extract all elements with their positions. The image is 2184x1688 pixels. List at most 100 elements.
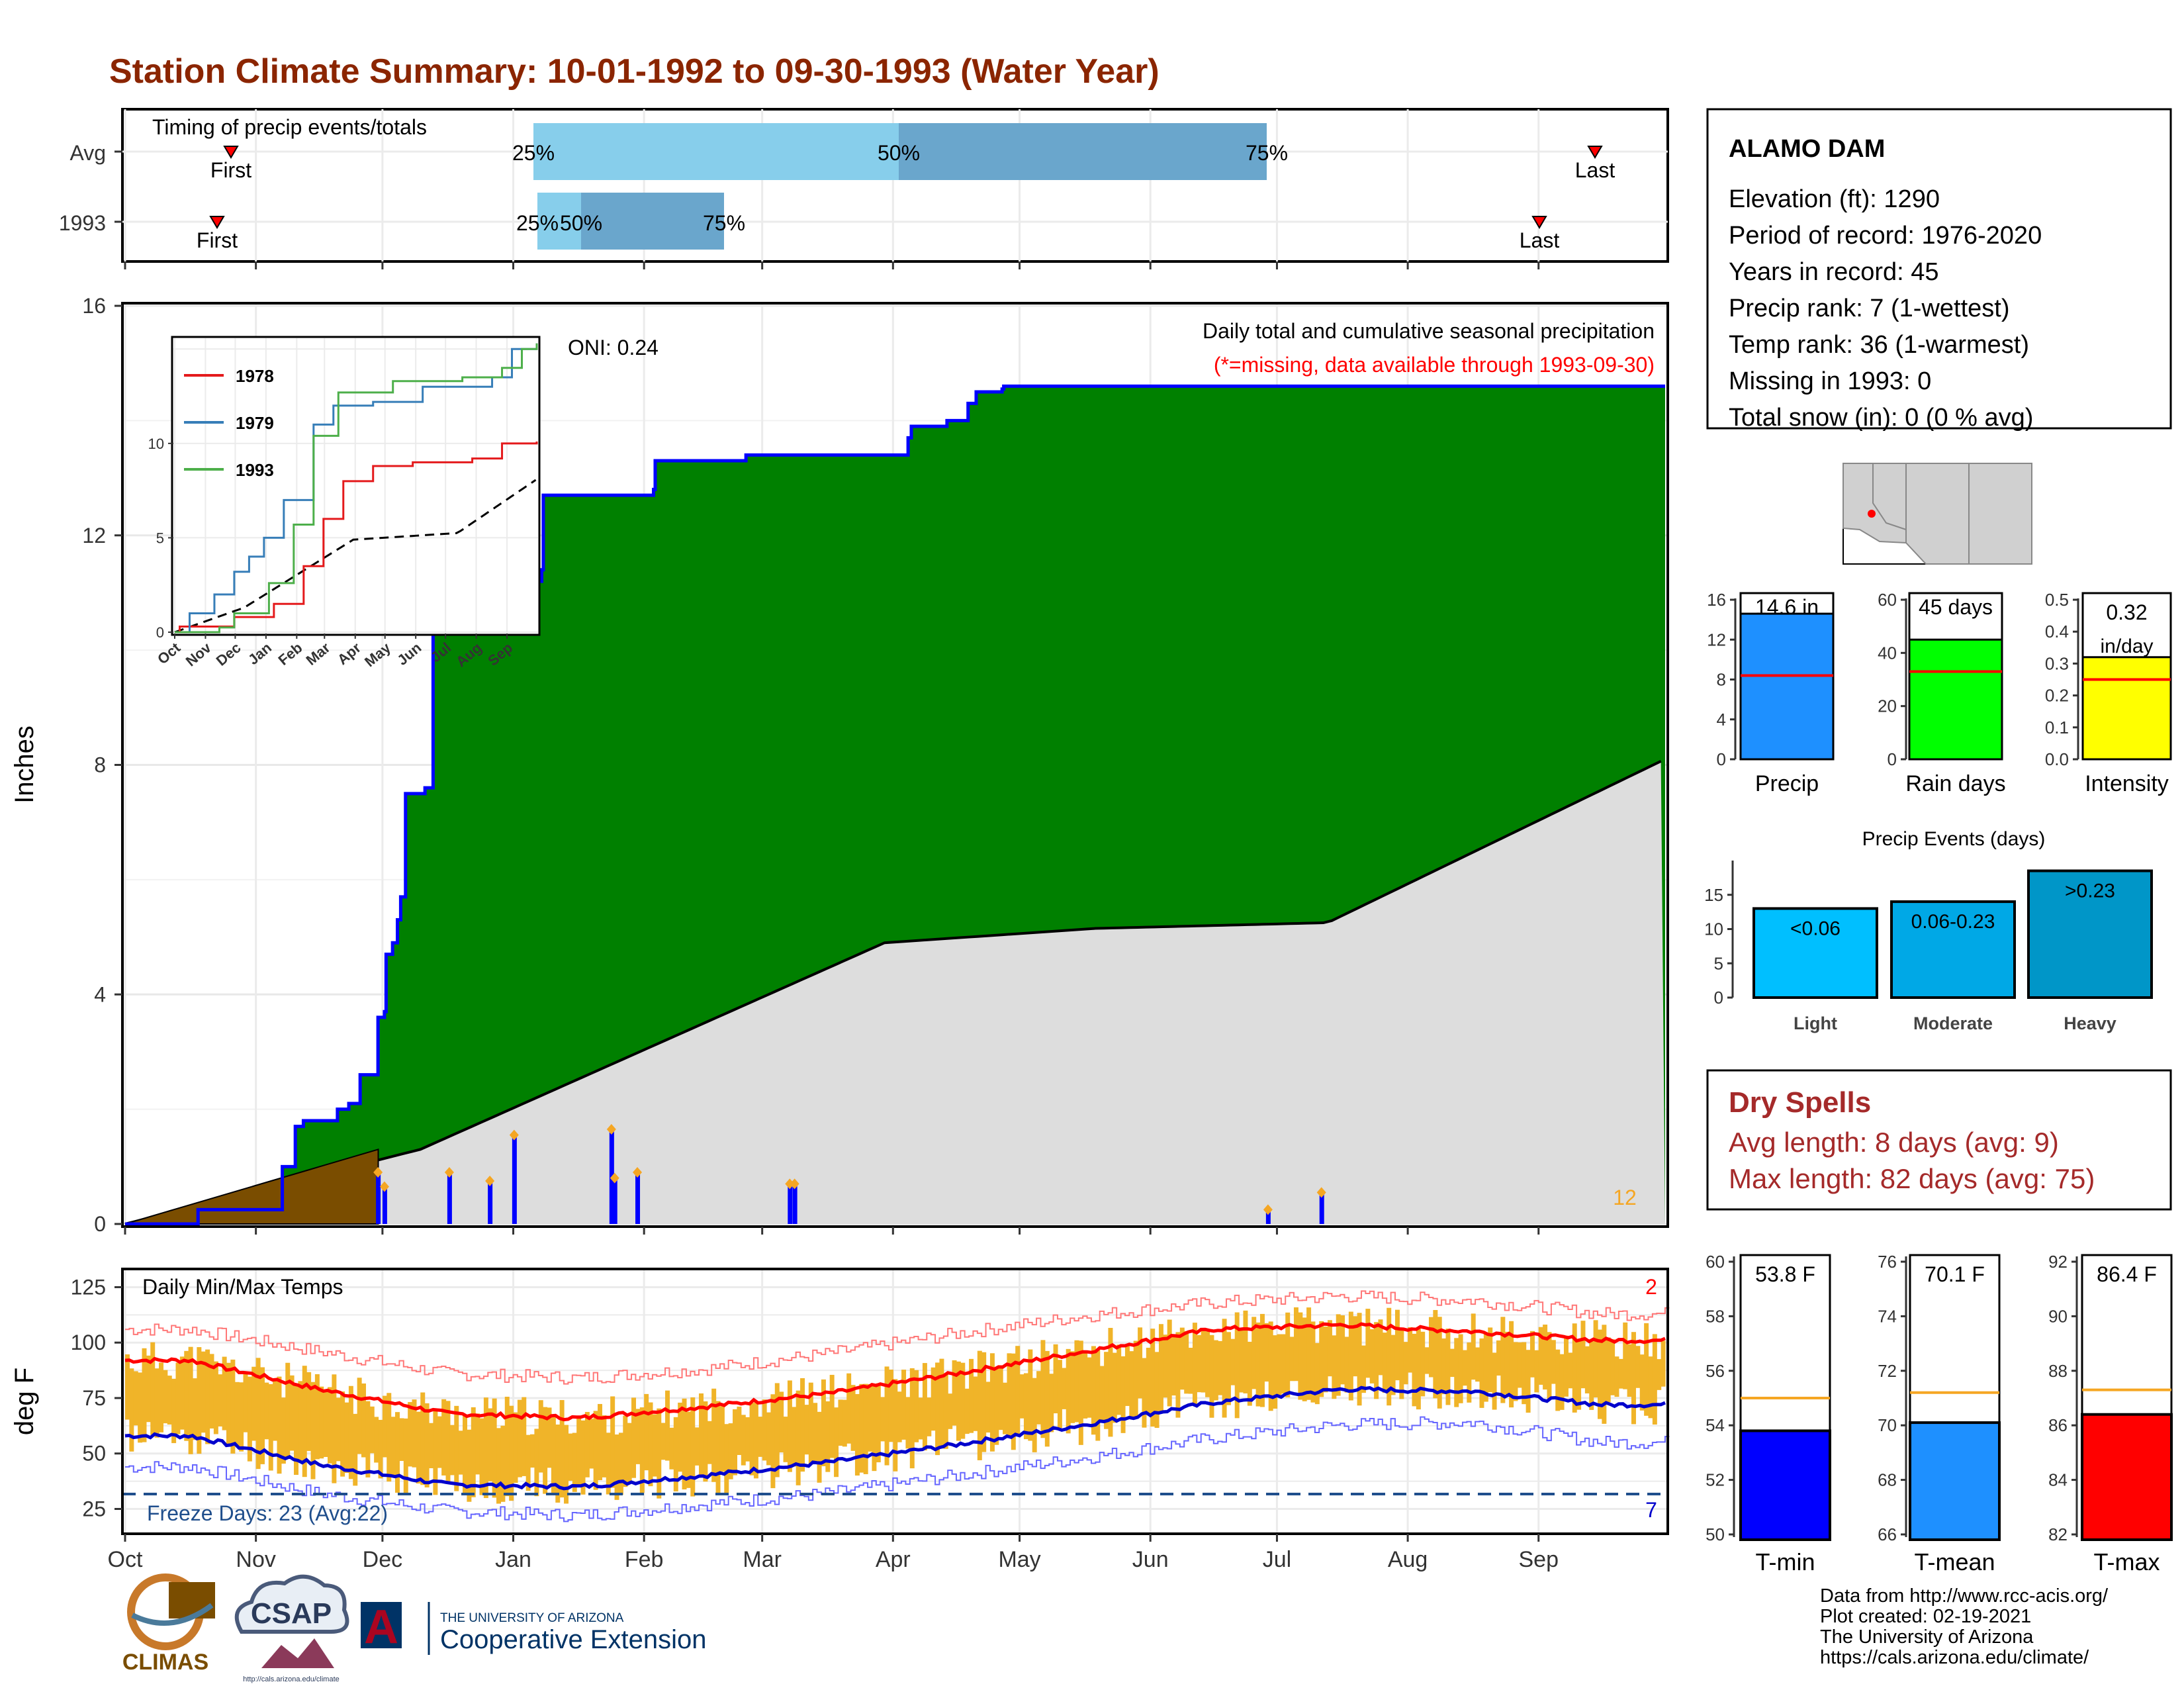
main-ytick: 12 <box>82 524 106 547</box>
temp-range-bar <box>598 1403 603 1481</box>
temp-summary-value: 53.8 F <box>1755 1262 1815 1286</box>
summary-ytick: 0.1 <box>2045 718 2069 737</box>
month-label: Sep <box>1518 1547 1559 1572</box>
temp-range-bar <box>429 1423 433 1469</box>
temp-summary-bars: 50 52 54 56 58 60 53.8 F T-min 66 68 70 72 74 76 70.1 … <box>1706 1252 2173 1575</box>
temp-range-bar <box>1049 1374 1054 1432</box>
events-bar-name: Light <box>1794 1013 1837 1033</box>
inset-ytick: 5 <box>156 530 164 546</box>
temp-range-bar <box>1382 1333 1387 1393</box>
temp-range-bar <box>547 1407 552 1468</box>
cumulative-precip-line <box>125 384 1665 1226</box>
temp-range-bar <box>627 1423 632 1483</box>
temp-range-bar <box>133 1371 138 1426</box>
temp-range-bar <box>948 1393 953 1429</box>
temp-range-bar <box>319 1386 324 1459</box>
temp-range-bar <box>779 1391 784 1453</box>
avg-bar-light <box>533 123 899 180</box>
temp-range-bar <box>408 1402 413 1467</box>
temp-range-bar <box>310 1382 316 1479</box>
temp-range-bar <box>985 1382 991 1433</box>
avg-max-line <box>124 1322 1666 1422</box>
temp-range-bar <box>1251 1317 1257 1389</box>
temp-range-bar <box>690 1397 696 1497</box>
temp-range-bar <box>1467 1342 1472 1403</box>
temp-summary-ytick: 66 <box>1878 1524 1897 1544</box>
temp-range-bar <box>1226 1332 1231 1405</box>
temp-range-bar <box>1369 1329 1375 1383</box>
temp-range-bar <box>1492 1352 1497 1410</box>
temp-range-bar <box>1053 1344 1058 1414</box>
temp-range-bar <box>758 1417 763 1457</box>
temp-range-bar <box>294 1384 298 1476</box>
month-label: Nov <box>236 1547 275 1572</box>
page-title: Station Climate Summary: 10-01-1992 to 0… <box>109 52 1160 91</box>
temp-range-bar <box>897 1391 902 1442</box>
temp-range-bar <box>340 1391 345 1477</box>
temp-range-bar <box>1657 1359 1662 1390</box>
temp-range-bar <box>1572 1323 1577 1413</box>
temp-range-bar <box>1509 1321 1514 1408</box>
temp-range-bar <box>817 1411 822 1483</box>
y1993-p50: 50% <box>560 211 602 235</box>
temp-range-bar <box>365 1401 371 1477</box>
temp-range-bar <box>1264 1323 1269 1382</box>
avg-first-label: First <box>210 158 251 182</box>
temp-range-bar <box>669 1427 674 1470</box>
temp-range-bar <box>859 1383 864 1473</box>
temp-range-bar <box>247 1376 252 1462</box>
temp-range-bar <box>1015 1346 1021 1435</box>
temp-range-bar <box>496 1428 502 1504</box>
temp-range-bar <box>1222 1319 1227 1418</box>
temp-range-bar <box>1652 1334 1657 1425</box>
temp-range-bar <box>715 1401 721 1494</box>
temp-range-bar <box>348 1385 353 1479</box>
temp-summary-ytick: 68 <box>1878 1470 1897 1490</box>
temp-label: Daily Min/Max Temps <box>142 1275 343 1299</box>
temp-summary-ytick: 90 <box>2048 1306 2068 1326</box>
temp-range-bar <box>226 1362 231 1445</box>
temp-range-bar <box>1091 1346 1096 1435</box>
temp-range-bar <box>314 1374 320 1460</box>
temp-range-bar <box>1555 1349 1561 1411</box>
credit-url: https://cals.arizona.edu/climate/ <box>1820 1647 2089 1668</box>
temp-range-bar <box>1403 1342 1408 1385</box>
temp-range-bar <box>479 1418 484 1495</box>
average-cumulative-line <box>124 760 1662 1225</box>
temp-range-bar <box>1259 1313 1265 1407</box>
temp-summary-ytick: 74 <box>1878 1306 1897 1326</box>
temp-range-bar <box>1268 1321 1273 1411</box>
temp-range-bar <box>1243 1310 1248 1393</box>
temp-range-bar <box>593 1411 598 1490</box>
temp-range-bar <box>1340 1315 1345 1385</box>
temp-range-bar <box>1639 1354 1645 1411</box>
month-label: Oct <box>108 1547 143 1572</box>
inset-ytick: 10 <box>148 436 164 452</box>
temp-range-bar <box>1104 1352 1109 1429</box>
temp-range-bar <box>463 1415 468 1495</box>
temp-summary-name: T-mean <box>1914 1548 1995 1575</box>
summary-bars: 0 4 8 12 16 14.6 in Precip 0 20 40 60 45 days Rain d… <box>1707 590 2172 796</box>
events-bar <box>1752 907 1878 999</box>
temp-summary-ytick: 88 <box>2048 1361 2068 1381</box>
temp-range-bar <box>1167 1319 1172 1407</box>
temp-range-bar <box>1171 1336 1177 1396</box>
summary-ytick: 0.0 <box>2045 749 2069 769</box>
temp-range-bar <box>353 1413 358 1486</box>
legend-1993: 1993 <box>236 460 274 480</box>
temp-range-bar <box>1525 1350 1531 1413</box>
summary-bar <box>1739 612 1835 761</box>
event-marker <box>1263 1204 1273 1215</box>
temp-range-bar <box>1007 1353 1012 1438</box>
prior-season-area <box>124 1148 379 1225</box>
temp-range-bar <box>159 1362 163 1432</box>
temp-range-bar <box>222 1356 227 1430</box>
temp-range-bar <box>1298 1312 1303 1400</box>
month-label: Dec <box>363 1547 402 1572</box>
temp-range-bar <box>737 1406 742 1456</box>
temp-range-bar <box>741 1415 746 1466</box>
temp-range-bar <box>568 1433 573 1481</box>
temp-range-bar <box>125 1354 130 1420</box>
temp-summary-ytick: 84 <box>2048 1470 2068 1490</box>
temp-range-bar <box>703 1401 708 1482</box>
